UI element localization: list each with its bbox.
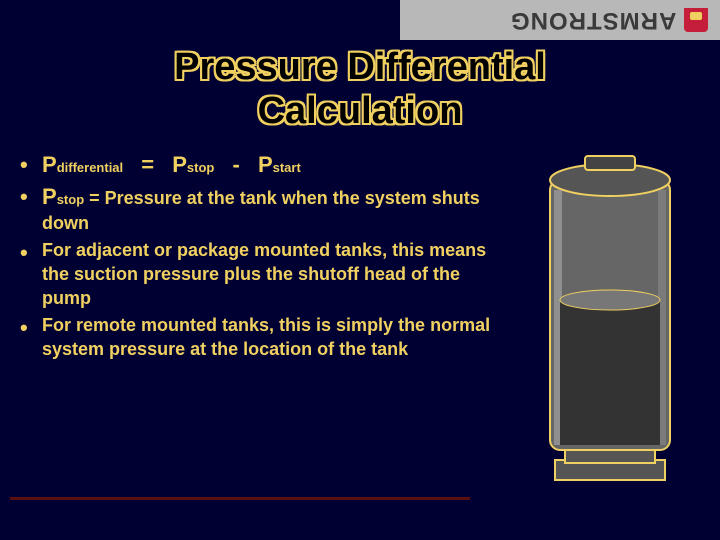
title-line2: Calculation (258, 90, 463, 132)
bullet-item: Pdifferential = Pstop - Pstart (14, 150, 494, 180)
header-bar: ARMSTRONG (400, 0, 720, 40)
equation-subscript: start (273, 160, 301, 175)
content-area: Pdifferential = Pstop - PstartPstop = Pr… (14, 150, 494, 363)
equation-var: P (172, 152, 187, 177)
equation-subscript: stop (57, 192, 84, 207)
equation-var: P (42, 152, 57, 177)
equation-var: P (42, 184, 57, 209)
brand-name: ARMSTRONG (510, 6, 676, 34)
slide-title: Pressure Differential Calculation (0, 46, 720, 133)
bullet-text: For adjacent or package mounted tanks, t… (42, 240, 486, 309)
bullet-text: Pressure at the tank when the system shu… (42, 188, 480, 234)
equation-var: P (258, 152, 273, 177)
title-line1: Pressure Differential (174, 46, 546, 88)
equation-subscript: differential (57, 160, 123, 175)
bullet-item: For adjacent or package mounted tanks, t… (14, 238, 494, 311)
bullet-list: Pdifferential = Pstop - PstartPstop = Pr… (14, 150, 494, 361)
equation-operator: = (84, 188, 105, 208)
bullet-item: Pstop = Pressure at the tank when the sy… (14, 182, 494, 236)
tank-diagram (530, 150, 690, 490)
equation-operator: = (135, 152, 160, 177)
equation-operator: - (226, 152, 246, 177)
brand-logo-icon (684, 8, 708, 32)
bullet-item: For remote mounted tanks, this is simply… (14, 313, 494, 362)
bullet-text: For remote mounted tanks, this is simply… (42, 315, 490, 359)
bottom-divider (10, 497, 470, 500)
equation-subscript: stop (187, 160, 214, 175)
